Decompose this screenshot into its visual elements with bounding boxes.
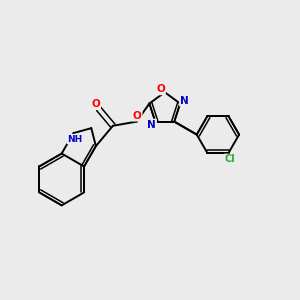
Text: N: N [147, 120, 156, 130]
Text: O: O [133, 111, 142, 121]
Text: Cl: Cl [225, 154, 236, 164]
Text: O: O [156, 84, 165, 94]
Text: N: N [180, 96, 189, 106]
Text: NH: NH [67, 134, 83, 143]
Text: O: O [92, 99, 100, 109]
